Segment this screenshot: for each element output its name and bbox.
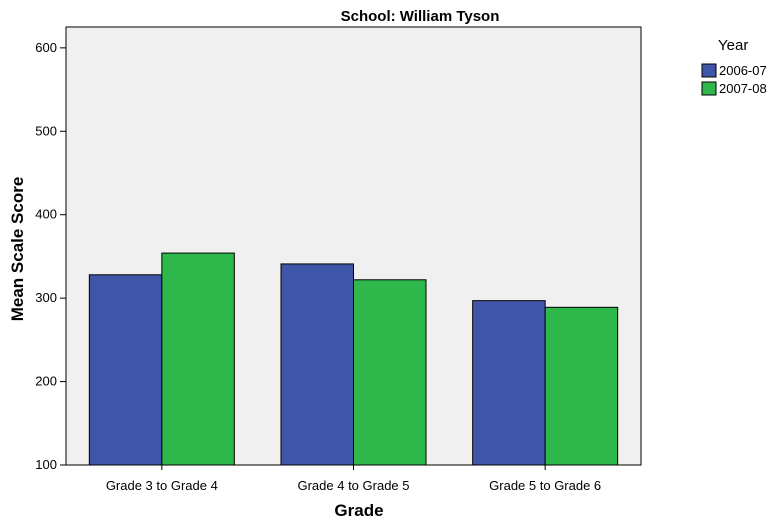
y-tick-label: 300 bbox=[35, 290, 57, 305]
bar-2007-08-1 bbox=[161, 252, 235, 466]
x-tick-label: Grade 5 to Grade 6 bbox=[489, 478, 601, 493]
x-axis: Grade 3 to Grade 4 Grade 4 to Grade 5 Grad… bbox=[106, 465, 601, 493]
y-tick-label: 600 bbox=[35, 40, 57, 55]
y-axis: 100 200 300 400 500 600 bbox=[35, 40, 66, 472]
legend-title: Year bbox=[718, 37, 748, 54]
legend-label: 2006-07 bbox=[719, 63, 767, 78]
x-tick-label: Grade 4 to Grade 5 bbox=[297, 478, 409, 493]
chart-title: School: William Tyson bbox=[341, 8, 500, 25]
legend: Year 2006-07 2007-08 bbox=[701, 37, 767, 96]
legend-swatch bbox=[701, 63, 717, 78]
y-axis-title: Mean Scale Score bbox=[8, 177, 27, 322]
bar-2006-07-3 bbox=[472, 300, 546, 466]
bar-2006-07-2 bbox=[280, 263, 354, 466]
x-axis-title: Grade bbox=[334, 501, 383, 520]
bar-2006-07-1 bbox=[88, 274, 163, 466]
y-tick-label: 200 bbox=[35, 374, 57, 389]
bars-group bbox=[88, 252, 619, 466]
bar-2007-08-2 bbox=[353, 279, 427, 466]
y-tick-label: 500 bbox=[35, 123, 57, 138]
bar-2007-08-3 bbox=[544, 306, 619, 466]
legend-swatch bbox=[701, 81, 717, 96]
y-tick-label: 100 bbox=[35, 457, 57, 472]
legend-label: 2007-08 bbox=[719, 81, 767, 96]
x-tick-label: Grade 3 to Grade 4 bbox=[106, 478, 218, 493]
y-tick-label: 400 bbox=[35, 207, 57, 222]
